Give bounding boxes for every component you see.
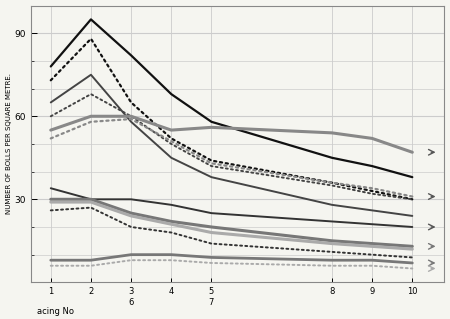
X-axis label: acing No: acing No <box>37 307 74 316</box>
Y-axis label: NUMBER OF BOLLS PER SQUARE METRE.: NUMBER OF BOLLS PER SQUARE METRE. <box>5 73 12 214</box>
